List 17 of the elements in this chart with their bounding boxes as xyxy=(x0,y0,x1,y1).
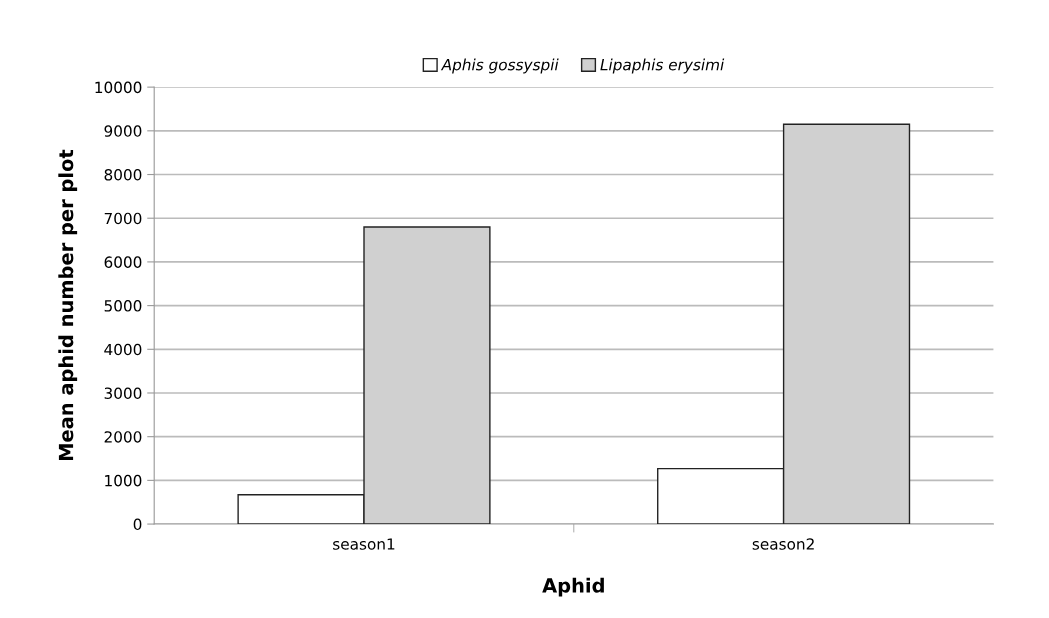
y-tick-label: 5000 xyxy=(104,300,142,312)
y-axis-title: Mean aphid number per plot xyxy=(58,149,78,461)
x-axis-title: Aphid xyxy=(542,577,604,597)
y-tick-label: 9000 xyxy=(104,125,142,137)
y-tick-label: 6000 xyxy=(104,256,142,268)
y-tick-label: 4000 xyxy=(104,343,142,356)
y-tick-label: 7000 xyxy=(104,212,142,225)
y-tick-label: 1000 xyxy=(105,474,142,487)
legend-label: Aphis gossyspii xyxy=(440,58,559,74)
y-tick-label: 0 xyxy=(133,518,142,531)
y-tick-label: 8000 xyxy=(104,168,142,181)
x-tick-label: season2 xyxy=(752,538,814,550)
x-tick-label: season1 xyxy=(333,538,395,550)
legend-label: Lipaphis erysimi xyxy=(600,58,725,74)
y-tick-label: 2000 xyxy=(104,431,142,443)
y-tick-label: 3000 xyxy=(104,387,142,400)
y-tick-label: 10000 xyxy=(95,81,142,94)
